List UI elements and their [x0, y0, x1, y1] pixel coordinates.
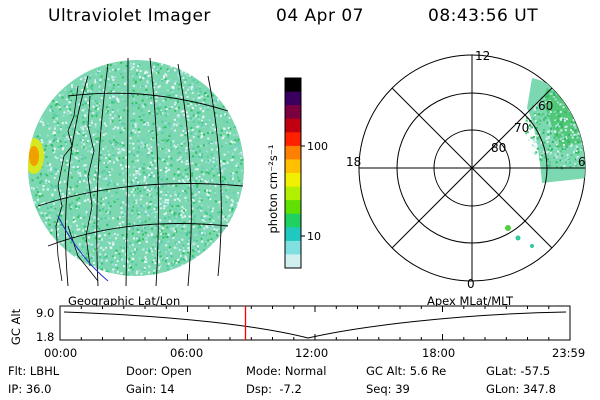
colorbar-swatch [285, 91, 301, 106]
colorbar-label: photon cm⁻²s⁻¹ [266, 144, 280, 234]
info-glat: GLat: -57.5 [486, 364, 551, 378]
colorbar-swatch [285, 227, 301, 242]
colorbar-swatch [285, 118, 301, 133]
aurora-dot [530, 244, 534, 248]
ytick-top: 9.0 [36, 306, 55, 320]
xtick-label: 06:00 [170, 346, 204, 360]
timeline-plot [59, 305, 571, 341]
info-seq: Seq: 39 [366, 382, 410, 396]
colorbar-swatch [285, 200, 301, 215]
terminator-line [57, 215, 109, 282]
colorbar-swatch [285, 78, 301, 93]
mlt-label-bottom: 0 [467, 277, 475, 291]
colorbar-swatch [285, 240, 301, 255]
timeline-left-title: Geographic Lat/Lon [68, 294, 181, 308]
info-gain: Gain: 14 [126, 382, 175, 396]
lat-label-70: 70 [514, 121, 529, 135]
date-label: 04 Apr 07 [276, 6, 364, 26]
info-door: Door: Open [126, 364, 192, 378]
info-dsp: Dsp: -7.2 [246, 382, 302, 396]
info-glon: GLon: 347.8 [486, 382, 556, 396]
colorbar-swatch [285, 159, 301, 174]
colorbar-swatch [285, 132, 301, 147]
mlt-label-top: 12 [475, 49, 490, 63]
xtick-label: 00:00 [44, 346, 78, 360]
geo-aurora-field [28, 60, 244, 276]
instrument-title: Ultraviolet Imager [48, 6, 211, 26]
info-mode: Mode: Normal [246, 364, 327, 378]
timeline-right-title: Apex MLat/MLT [427, 294, 514, 308]
colorbar-swatch [285, 186, 301, 201]
coastline [55, 85, 99, 282]
xtick-label: 23:59 [552, 346, 586, 360]
colorbar-swatch [285, 105, 301, 120]
colorbar-tick-label: 100 [307, 140, 328, 153]
colorbar-swatch [285, 254, 301, 269]
info-gc-alt: GC Alt: 5.6 Re [366, 364, 447, 378]
info-filter: Flt: LBHL [8, 364, 60, 378]
xtick-label: 12:00 [295, 346, 329, 360]
colorbar-swatch [285, 173, 301, 188]
colorbar-swatch [285, 145, 301, 160]
colorbar: 100 10 [284, 77, 328, 269]
mlt-label-right: 6 [578, 155, 586, 169]
ytick-bottom: 1.8 [36, 330, 55, 344]
xtick-label: 18:00 [422, 346, 456, 360]
aurora-dot [515, 235, 521, 241]
time-label: 08:43:56 UT [428, 6, 539, 26]
geo-grid [37, 57, 244, 287]
timeline-axis-label: GC Alt [9, 308, 23, 346]
polar-aurora [525, 78, 585, 183]
polar-plot: 12 18 6 0 80 70 60 [346, 49, 586, 291]
colorbar-tick-label: 10 [307, 230, 321, 243]
axis-diag-2 [391, 87, 553, 249]
lat-label-60: 60 [538, 99, 553, 113]
timeline-ticks [59, 306, 571, 340]
colorbar-frame [284, 77, 302, 269]
lat-label-80: 80 [491, 141, 506, 155]
aurora-dot [505, 225, 511, 231]
info-ip: IP: 36.0 [8, 382, 52, 396]
colorbar-swatch [285, 213, 301, 228]
altitude-curve [63, 311, 567, 339]
geographic-image [28, 57, 244, 287]
mlt-label-left: 18 [346, 155, 361, 169]
